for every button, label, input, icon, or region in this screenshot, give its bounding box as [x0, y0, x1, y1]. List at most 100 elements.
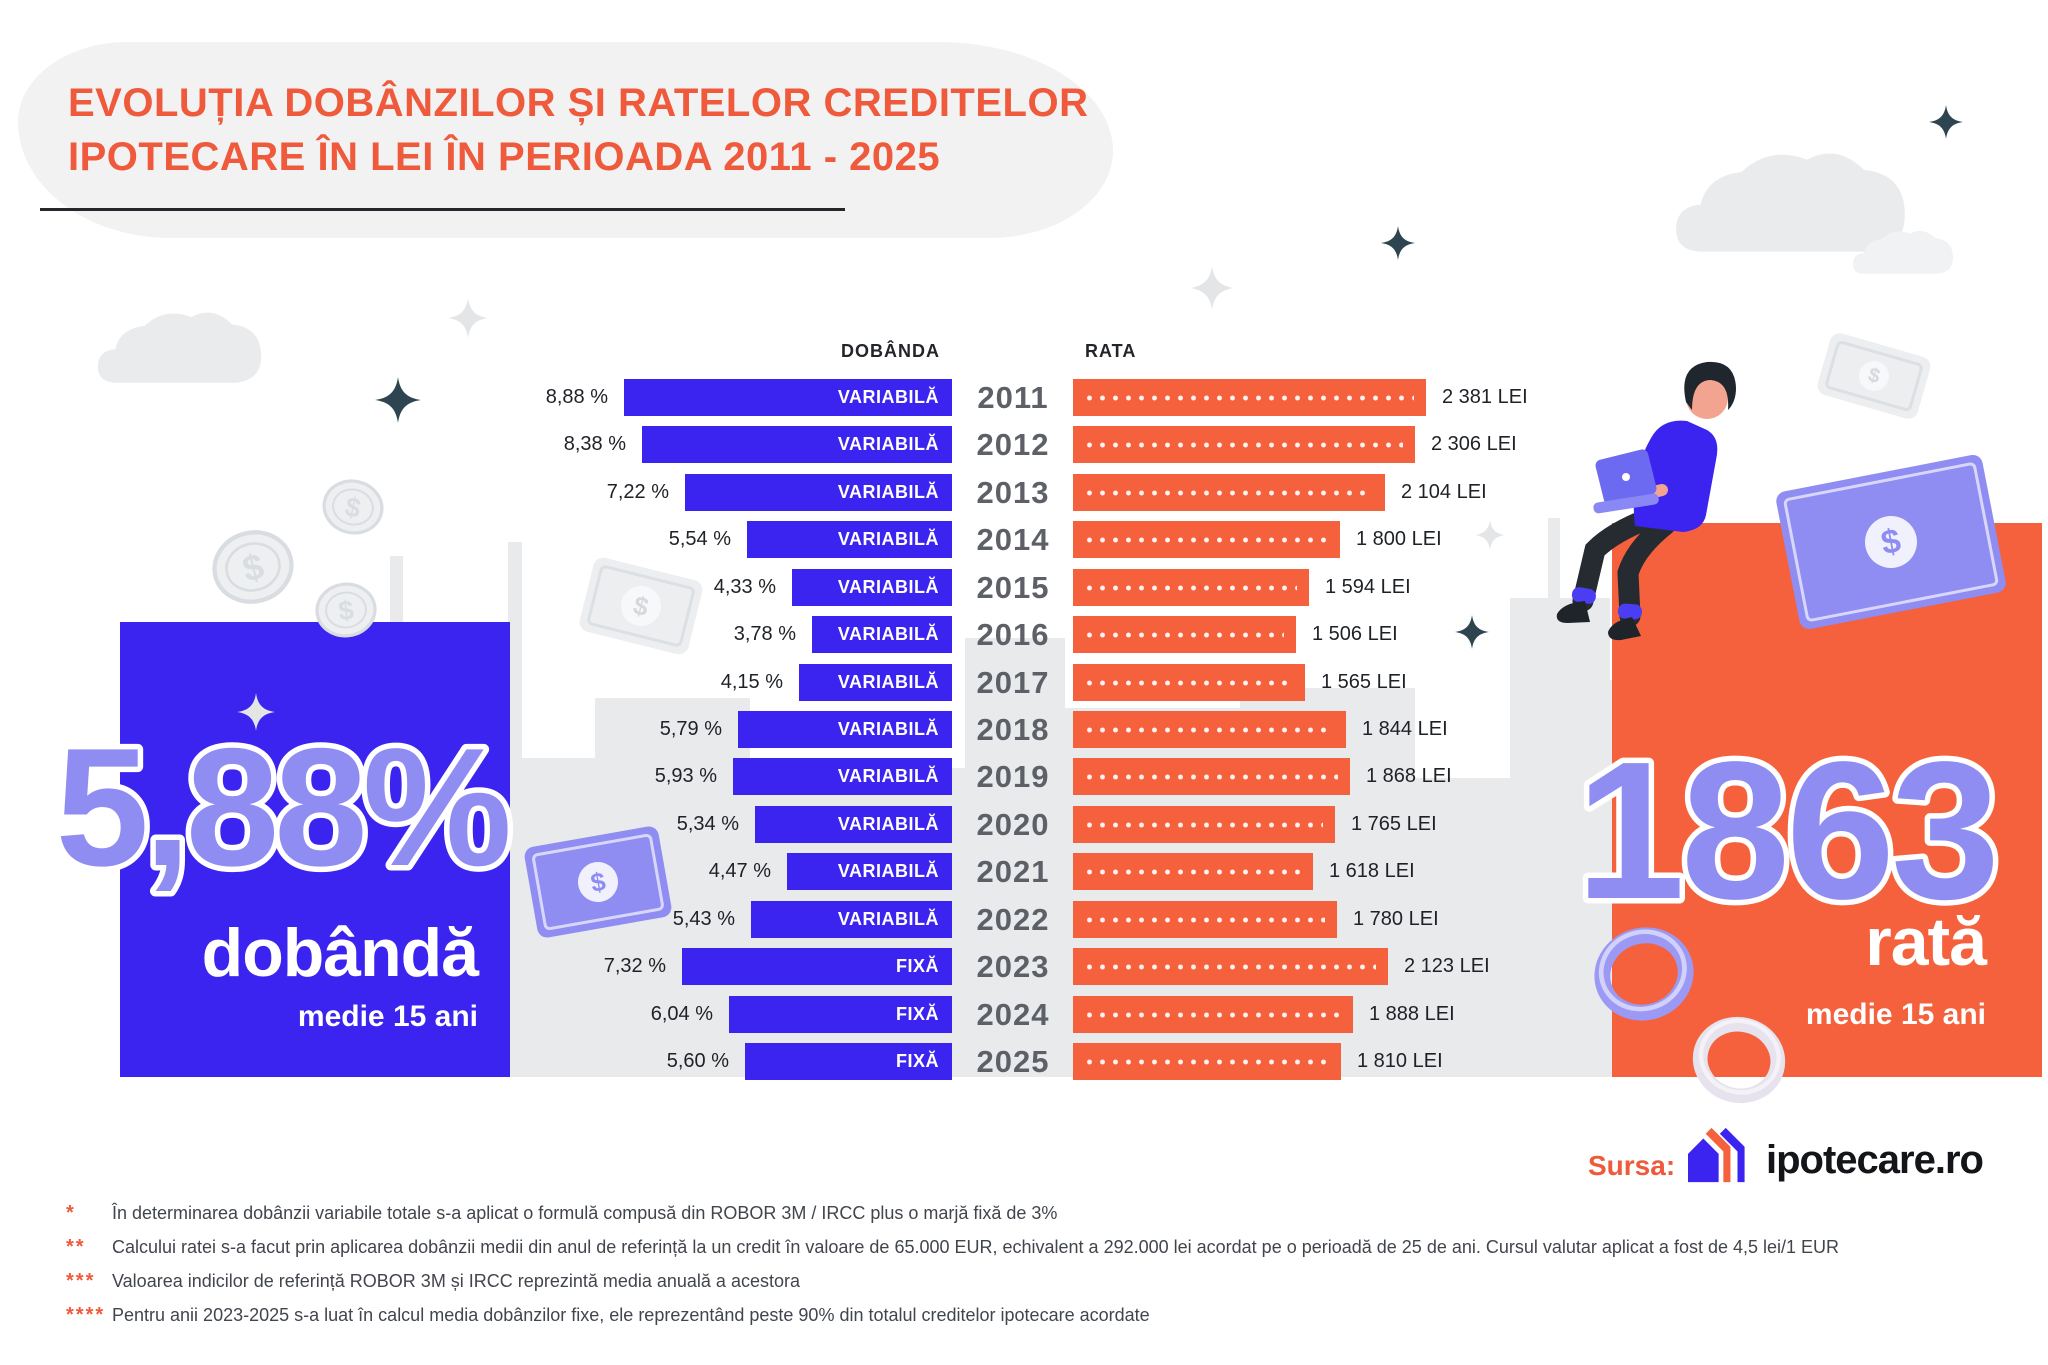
footnote-marker: **** [66, 1304, 106, 1326]
dotted-line-icon [1083, 773, 1338, 780]
interest-bar: FIXĂ [745, 1043, 952, 1080]
interest-box-label: dobândă [201, 915, 479, 991]
interest-bar: VARIABILĂ [747, 521, 952, 558]
interest-bar: VARIABILĂ [733, 758, 952, 795]
footnote-marker: *** [66, 1270, 96, 1292]
rate-value-label: 1 780 LEI [1353, 908, 1439, 930]
chart-row-2025: 5,60 % FIXĂ 2025 1 810 LEI [0, 1043, 2048, 1080]
rate-bar [1073, 521, 1340, 558]
year-label: 2024 [976, 997, 1050, 1032]
year-label: 2013 [976, 475, 1050, 510]
interest-bar: VARIABILĂ [624, 379, 952, 416]
year-label: 2025 [976, 1044, 1050, 1079]
dotted-line-icon [1083, 394, 1414, 401]
chart-row-2017: 4,15 % VARIABILĂ 2017 1 565 LEI [0, 664, 2048, 701]
interest-type-label: FIXĂ [895, 1004, 939, 1024]
interest-value-label: 8,38 % [563, 433, 626, 455]
interest-bar: VARIABILĂ [812, 616, 952, 653]
average-interest-text: 5,88% [56, 713, 508, 901]
interest-bar: VARIABILĂ [738, 711, 952, 748]
interest-type-label: VARIABILĂ [837, 482, 939, 502]
year-label: 2017 [976, 665, 1050, 700]
interest-type-label: VARIABILĂ [837, 861, 939, 881]
interest-value-label: 4,47 % [708, 860, 771, 882]
footnote-text: În determinarea dobânzii variabile total… [112, 1203, 1058, 1223]
rate-bar [1073, 711, 1346, 748]
dotted-line-icon [1083, 584, 1297, 591]
chart-row-2021: 4,47 % VARIABILĂ 2021 1 618 LEI [0, 853, 2048, 890]
dotted-line-icon [1083, 726, 1334, 733]
average-interest-value: 5,88% [50, 708, 518, 907]
rate-bar [1073, 806, 1335, 843]
interest-type-label: VARIABILĂ [837, 814, 939, 834]
page-title: EVOLUȚIA DOBÂNZILOR ȘI RATELOR CREDITELO… [68, 76, 1088, 184]
dotted-line-icon [1083, 963, 1376, 970]
rate-value-label: 1 800 LEI [1356, 528, 1442, 550]
rate-bar [1073, 616, 1296, 653]
chart-row-2011: 8,88 % VARIABILĂ 2011 2 381 LEI [0, 379, 2048, 416]
title-background-blob [18, 42, 1113, 238]
interest-type-label: VARIABILĂ [837, 624, 939, 644]
chart-row-2023: 7,32 % FIXĂ 2023 2 123 LEI [0, 948, 2048, 985]
interest-type-label: VARIABILĂ [837, 909, 939, 929]
dotted-line-icon [1083, 821, 1323, 828]
rate-bar [1073, 569, 1309, 606]
interest-bar: VARIABILĂ [792, 569, 952, 606]
interest-value-label: 5,34 % [676, 813, 739, 835]
interest-value-label: 5,79 % [659, 718, 722, 740]
rate-bar [1073, 758, 1350, 795]
rate-value-label: 1 844 LEI [1362, 718, 1448, 740]
interest-type-label: VARIABILĂ [837, 387, 939, 407]
interest-type-label: VARIABILĂ [837, 672, 939, 692]
interest-bar: VARIABILĂ [755, 806, 952, 843]
interest-value-label: 5,93 % [654, 765, 717, 787]
interest-value-label: 7,32 % [603, 955, 666, 977]
dotted-line-icon [1083, 679, 1293, 686]
year-label: 2018 [976, 712, 1050, 747]
interest-type-label: FIXĂ [895, 956, 939, 976]
chart-row-2015: 4,33 % VARIABILĂ 2015 1 594 LEI [0, 569, 2048, 606]
chart-row-2012: 8,38 % VARIABILĂ 2012 2 306 LEI [0, 426, 2048, 463]
rate-value-label: 2 123 LEI [1404, 955, 1490, 977]
rate-value-label: 1 810 LEI [1357, 1050, 1443, 1072]
rate-bar [1073, 379, 1426, 416]
rate-value-label: 1 765 LEI [1351, 813, 1437, 835]
interest-type-label: VARIABILĂ [837, 719, 939, 739]
dotted-line-icon [1083, 1058, 1329, 1065]
dotted-line-icon [1083, 631, 1284, 638]
rate-value-label: 1 618 LEI [1329, 860, 1415, 882]
interest-type-label: VARIABILĂ [837, 529, 939, 549]
interest-value-label: 4,15 % [720, 671, 783, 693]
dotted-line-icon [1083, 489, 1373, 496]
footnote-text: Calcului ratei s-a facut prin aplicarea … [112, 1237, 1840, 1257]
chart-row-2016: 3,78 % VARIABILĂ 2016 1 506 LEI [0, 616, 2048, 653]
rate-bar [1073, 664, 1305, 701]
footnote-text: Pentru anii 2023-2025 s-a luat în calcul… [112, 1305, 1150, 1325]
interest-bar: VARIABILĂ [751, 901, 952, 938]
interest-type-label: FIXĂ [895, 1051, 939, 1071]
chart-row-2013: 7,22 % VARIABILĂ 2013 2 104 LEI [0, 474, 2048, 511]
interest-type-label: VARIABILĂ [837, 766, 939, 786]
rate-value-label: 2 381 LEI [1442, 386, 1528, 408]
interest-bar: VARIABILĂ [799, 664, 952, 701]
rate-value-label: 1 565 LEI [1321, 671, 1407, 693]
footnote-marker: ** [66, 1236, 86, 1258]
year-label: 2012 [976, 427, 1050, 462]
rate-box-label: rată [1865, 904, 1987, 980]
interest-value-label: 6,04 % [650, 1003, 713, 1025]
interest-summary-box [120, 622, 510, 1077]
interest-value-label: 5,43 % [672, 908, 735, 930]
rate-bar [1073, 474, 1385, 511]
rate-bar [1073, 853, 1313, 890]
interest-value-label: 3,78 % [733, 623, 796, 645]
interest-bar: FIXĂ [682, 948, 952, 985]
interest-bar: VARIABILĂ [787, 853, 952, 890]
interest-value-label: 5,60 % [666, 1050, 729, 1072]
year-label: 2015 [976, 570, 1050, 605]
average-rate-value: 1863 [1570, 716, 2005, 946]
interest-type-label: VARIABILĂ [837, 434, 939, 454]
rate-value-label: 1 868 LEI [1366, 765, 1452, 787]
rate-value-label: 2 306 LEI [1431, 433, 1517, 455]
title-underline [40, 208, 845, 211]
source-name: ipotecare.ro [1766, 1138, 1984, 1182]
